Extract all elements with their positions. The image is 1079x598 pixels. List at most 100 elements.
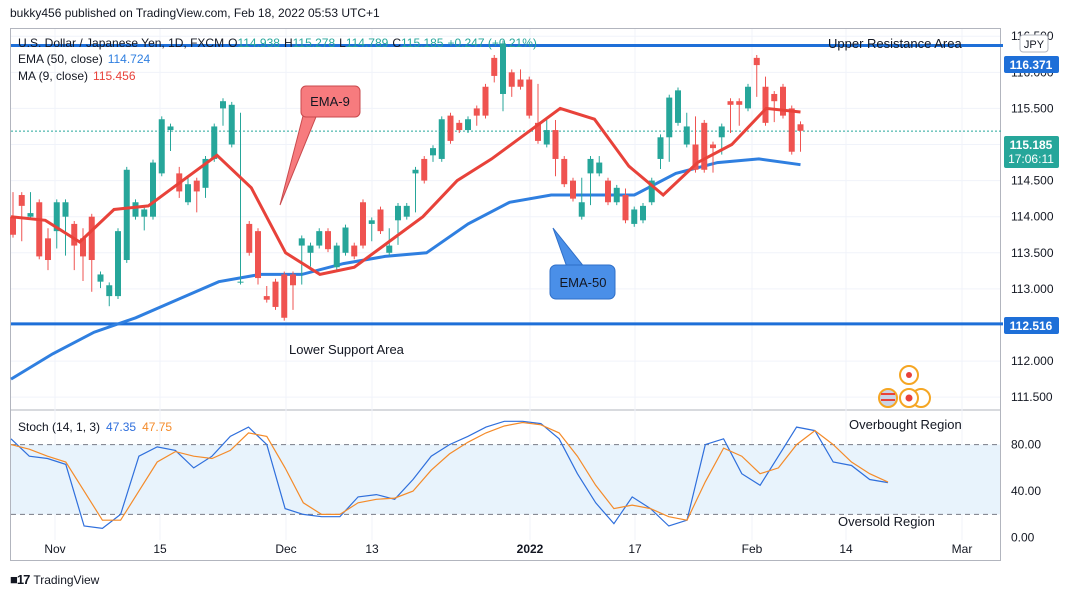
candle-body: [552, 130, 559, 159]
candle-body: [368, 220, 375, 224]
candle-body: [237, 281, 244, 283]
candle-body: [657, 137, 664, 159]
currency-box[interactable]: [1019, 34, 1049, 53]
candle-body: [281, 274, 288, 318]
legend-ema50: EMA (50, close) 114.724: [18, 52, 151, 66]
last-price-tag: 115.185 17:06:11: [1004, 136, 1059, 168]
stoch-tick-label: 0.00: [1011, 531, 1035, 545]
candle-body: [333, 245, 340, 268]
candles: [10, 40, 804, 321]
candle-body: [648, 180, 655, 203]
stoch-band: [11, 444, 1000, 515]
chart-frame: [10, 28, 1001, 561]
candle-body: [36, 202, 43, 257]
time-tick-label: 15: [153, 542, 167, 556]
candle-body: [45, 238, 51, 261]
ema50-path: [10, 157, 801, 381]
candle-body: [263, 296, 270, 300]
price-tick-label: 114.500: [1011, 174, 1054, 188]
levels: [11, 44, 1003, 326]
candle-body: [246, 223, 253, 253]
candle-body: [561, 158, 568, 185]
candle-body: [526, 79, 533, 116]
legend-line-1: U.S. Dollar / Japanese Yen, 1D, FXCM O114…: [18, 36, 537, 50]
ma9-path: [10, 106, 801, 276]
candle-body: [395, 205, 401, 221]
event-icons[interactable]: [878, 365, 931, 408]
jp-flag-sun-icon: [905, 394, 913, 402]
ma9-line: [10, 106, 801, 276]
candle-body: [517, 79, 524, 87]
candle-body: [701, 122, 708, 170]
candle-body: [132, 202, 139, 217]
time-tick-label: Mar: [952, 542, 973, 556]
candle-body: [508, 72, 515, 87]
candle-body: [27, 213, 34, 217]
candle-body: [421, 158, 428, 181]
time-tick-label: 14: [839, 542, 853, 556]
candle-body: [412, 169, 419, 174]
support-price-text: 112.516: [1010, 319, 1053, 333]
ema50-line: [10, 157, 801, 381]
stoch-tick-label: 40.00: [1011, 484, 1041, 498]
candle-body: [543, 130, 550, 145]
candle-body: [307, 245, 314, 253]
candle-body: [473, 108, 480, 116]
stoch-d-path: [10, 421, 889, 521]
candle-body: [613, 187, 620, 203]
us-flag-icon-2[interactable]: [878, 388, 898, 408]
upper-resistance-label: Upper Resistance Area: [828, 36, 962, 51]
candle-body: [316, 231, 323, 246]
candle-body: [727, 101, 734, 105]
candle-body: [736, 101, 743, 105]
candle-body: [351, 245, 358, 257]
candle-body: [88, 216, 95, 261]
candle-body: [491, 57, 498, 76]
candle-body: [325, 231, 331, 250]
candle-body: [500, 43, 506, 94]
candle-body: [228, 104, 235, 145]
candle-body: [438, 119, 445, 159]
time-tick-label: 2022: [517, 542, 544, 556]
event-dot-center-icon: [906, 372, 912, 378]
lower-support-label: Lower Support Area: [289, 342, 405, 357]
candle-body: [255, 231, 261, 279]
candle-body: [211, 126, 218, 159]
candle-body: [185, 184, 191, 203]
legend-stoch: Stoch (14, 1, 3) 47.35 47.75: [18, 420, 172, 434]
candle-body: [106, 285, 113, 297]
price-tick-label: 111.500: [1011, 390, 1053, 404]
candle-body: [482, 86, 489, 116]
ema9-callout: EMA-9: [279, 85, 361, 206]
ema9-callout-label: EMA-9: [310, 94, 350, 109]
stoch-pane: [10, 420, 1000, 530]
candle-body: [290, 274, 296, 286]
ema50-callout: EMA-50: [549, 227, 616, 300]
currency-label: JPY: [1024, 39, 1045, 51]
tradingview-logo-icon: ■17: [10, 572, 30, 587]
last-price-text: 115.185: [1010, 138, 1053, 152]
time-tick-label: 13: [365, 542, 379, 556]
candle-body: [753, 57, 760, 66]
stoch-k-path: [10, 420, 889, 530]
candle-body: [771, 93, 778, 102]
candle-body: [377, 209, 384, 232]
candle-body: [10, 216, 16, 235]
time-tick-label: Feb: [742, 542, 763, 556]
candle-body: [360, 202, 366, 246]
stoch-tick-label: 80.00: [1011, 438, 1041, 452]
candle-body: [578, 202, 585, 217]
candle-body: [62, 202, 69, 217]
candle-body: [718, 126, 725, 138]
candle-body: [53, 202, 60, 232]
candle-body: [272, 281, 279, 307]
candle-body: [167, 126, 174, 131]
footer-brand: TradingView: [33, 572, 100, 587]
candle-body: [97, 274, 104, 282]
candle-body: [80, 238, 86, 257]
time-tick-label: 17: [628, 542, 642, 556]
candle-body: [762, 86, 769, 123]
candle-body: [298, 238, 305, 246]
candle-body: [570, 180, 576, 199]
